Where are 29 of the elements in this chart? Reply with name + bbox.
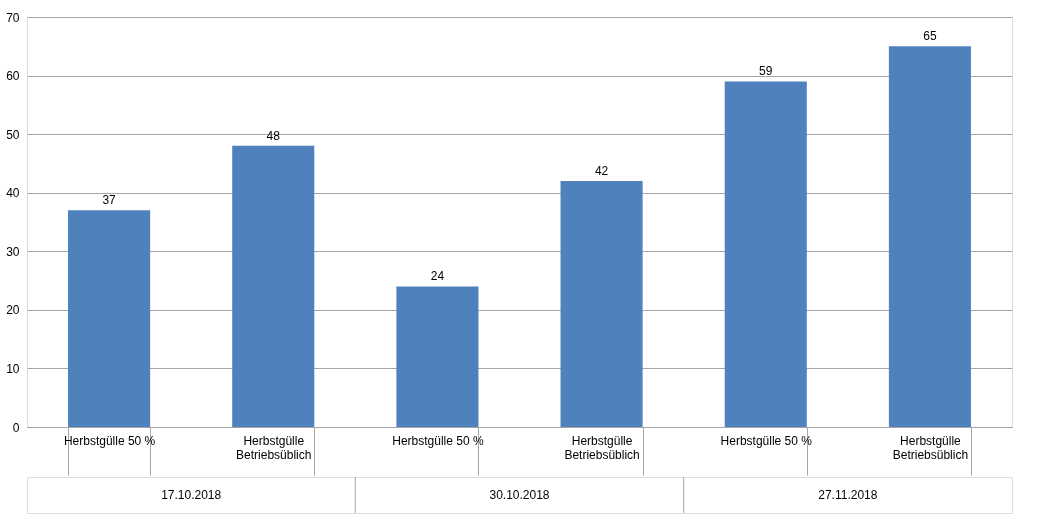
bar xyxy=(396,286,479,427)
x-tick-label: Herbstgülle Betriebsüblich xyxy=(236,433,312,462)
bar xyxy=(232,145,315,427)
x-tick-label: Herbstgülle 50 % xyxy=(392,433,484,448)
y-tick-label: 70 xyxy=(6,10,20,25)
data-label: 37 xyxy=(102,193,117,208)
x-tick-label: Herbstgülle 50 % xyxy=(63,433,156,448)
x-tick-label: Herbstgülle Betriebsüblich xyxy=(564,433,640,462)
data-label: 48 xyxy=(266,128,281,143)
text: 30.10.2018 xyxy=(489,488,550,502)
y-tick-label: 40 xyxy=(6,186,20,201)
data-label: 42 xyxy=(594,164,609,178)
bar xyxy=(68,210,151,427)
y-tick-label: 50 xyxy=(6,127,20,142)
y-tick-label: 0 xyxy=(12,420,20,435)
y-tick-label: 60 xyxy=(6,69,20,84)
y-tick-label: 10 xyxy=(6,361,20,376)
bar xyxy=(560,181,643,427)
x-tick-label: Herbstgülle Betriebsüblich xyxy=(892,433,969,462)
y-tick-label: 30 xyxy=(6,244,20,259)
y-tick-label: 20 xyxy=(6,303,20,318)
text: 17.10.2018 xyxy=(161,488,222,502)
data-label: 65 xyxy=(923,29,937,44)
bar xyxy=(724,81,807,427)
text: 27.11.2018 xyxy=(818,488,878,502)
bar xyxy=(888,46,971,427)
x-tick-label: Herbstgülle 50 % xyxy=(720,433,813,448)
data-label: 24 xyxy=(430,269,445,284)
data-label: 59 xyxy=(759,64,773,79)
